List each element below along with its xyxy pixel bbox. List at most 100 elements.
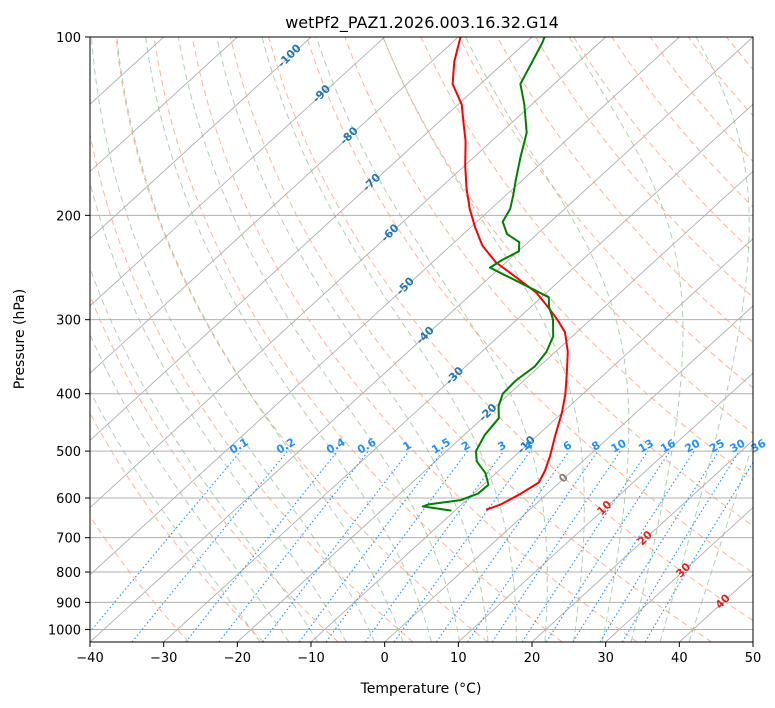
plot-frame xyxy=(89,36,754,643)
mixing-ratio-line xyxy=(467,450,599,642)
moist-adiabat xyxy=(90,266,319,642)
temperature-profile-line xyxy=(451,37,569,511)
dry-adiabat xyxy=(90,131,414,642)
isotherm-line xyxy=(384,305,753,642)
x-tick-label: −40 xyxy=(76,651,103,666)
mixing-ratio-label: 13 xyxy=(636,437,656,456)
moist-adiabat xyxy=(177,37,461,642)
isotherm-line xyxy=(90,37,680,576)
x-tick-label: 30 xyxy=(597,651,614,666)
isotherm-line xyxy=(163,103,753,642)
isotherm-line xyxy=(90,37,753,642)
y-tick-label: 500 xyxy=(56,445,81,460)
mixing-ratio-label-group: 0.1 0.2 0.4 0.6 1 1.5 2 3 4 6 8 10 13 16 20 25 30 36 xyxy=(227,435,768,456)
mixing-ratio-line xyxy=(521,450,649,642)
isotherm-line xyxy=(90,37,533,441)
isotherm-line xyxy=(90,37,459,374)
dry-adiabat xyxy=(229,37,712,642)
mixing-ratio-label: 10 xyxy=(609,436,629,455)
x-tick-label: −10 xyxy=(297,651,324,666)
isotherm-line xyxy=(531,439,753,642)
mixing-ratio-label: 0.6 xyxy=(355,435,379,456)
isotherm-line xyxy=(310,238,753,642)
dry-adiabat xyxy=(382,37,753,481)
isotherm-label: -100 xyxy=(275,41,304,70)
isotherm-line xyxy=(458,372,753,642)
dry-adiabat xyxy=(344,37,753,527)
x-tick-label: 0 xyxy=(381,651,389,666)
y-tick-label: 100 xyxy=(56,31,81,46)
mixing-ratio-line xyxy=(298,450,444,642)
dry-adiabat xyxy=(420,37,753,435)
mixing-ratio-label: 16 xyxy=(658,436,678,455)
mixing-ratio-line xyxy=(491,450,621,642)
dry-adiabat xyxy=(649,37,753,163)
mixing-ratio-line xyxy=(364,450,505,642)
mixing-ratio-line xyxy=(325,450,468,642)
x-tick-label: 20 xyxy=(524,651,541,666)
y-axis-label: Pressure (hPa) xyxy=(12,289,28,389)
mixing-ratio-line xyxy=(262,450,410,642)
y-tick-label: 1000 xyxy=(48,623,81,638)
isotherm-line xyxy=(90,37,606,509)
mixing-ratio-line xyxy=(218,450,369,642)
isotherm-line xyxy=(752,641,753,642)
mixing-ratio-line xyxy=(621,450,740,642)
moist-adiabat xyxy=(465,37,630,642)
isotherm-line xyxy=(90,37,312,240)
y-tick-label: 400 xyxy=(56,388,81,403)
moist-adiabat xyxy=(91,37,376,642)
moist-adiabat xyxy=(659,37,750,642)
mixing-ratio-label: 36 xyxy=(748,436,768,455)
dry-adiabat xyxy=(765,37,775,642)
mixing-ratio-label: 1.5 xyxy=(429,436,452,457)
x-tick-label: −30 xyxy=(150,651,177,666)
moist-adiabat xyxy=(315,37,548,642)
mixing-ratio-line xyxy=(185,450,339,642)
mixing-ratio-label: 30 xyxy=(728,436,748,455)
y-tick-label: 300 xyxy=(56,314,81,329)
dry-adiabat xyxy=(90,412,264,642)
mixing-ratio-label: 25 xyxy=(707,437,727,456)
moist-adiabat xyxy=(116,37,404,642)
moist-adiabat xyxy=(90,180,347,642)
x-axis-label: Temperature (°C) xyxy=(360,681,482,697)
moist-adiabat xyxy=(216,37,489,642)
dry-adiabat xyxy=(153,37,563,642)
mixing-ratio-label: 20 xyxy=(682,436,702,455)
dry-adiabat xyxy=(191,37,638,642)
isotherm-line xyxy=(605,506,753,642)
moist-adiabat xyxy=(90,333,290,642)
y-tick-label: 700 xyxy=(56,532,81,547)
x-tick-label: 40 xyxy=(671,651,688,666)
moist-adiabat xyxy=(261,37,517,642)
x-axis: −40 −30 −20 −10 0 10 20 30 40 50 xyxy=(76,642,761,666)
dry-adiabat xyxy=(268,37,753,622)
mixing-ratio-label: 0.1 xyxy=(227,436,250,457)
mixing-ratio-label: 0.4 xyxy=(324,435,348,456)
moist-adiabat xyxy=(688,442,753,642)
y-axis: 1000 900 800 700 600 500 400 300 200 100 xyxy=(48,31,90,638)
mixing-ratio-line xyxy=(572,450,695,642)
y-tick-label: 800 xyxy=(56,566,81,581)
x-tick-label: 50 xyxy=(745,651,762,666)
dry-adiabat xyxy=(306,37,753,574)
isotherm-line xyxy=(90,37,385,307)
mixing-ratio-line xyxy=(90,450,242,633)
y-tick-label: 600 xyxy=(56,492,81,507)
mixing-ratio-line xyxy=(393,450,531,642)
dry-adiabat xyxy=(573,37,753,253)
x-tick-label: −20 xyxy=(224,651,251,666)
profile-lines xyxy=(421,37,569,512)
dry-adiabat xyxy=(115,37,488,642)
dry-adiabat xyxy=(496,37,753,344)
dry-adiabat xyxy=(535,37,753,298)
dewpoint-profile-line xyxy=(421,37,555,512)
dry-adiabat xyxy=(611,37,753,208)
y-tick-label: 900 xyxy=(56,596,81,611)
mixing-ratio-line xyxy=(599,450,720,642)
y-tick-label: 200 xyxy=(56,209,81,224)
dry-adiabat xyxy=(687,37,753,117)
mixing-ratio-line xyxy=(131,450,289,642)
